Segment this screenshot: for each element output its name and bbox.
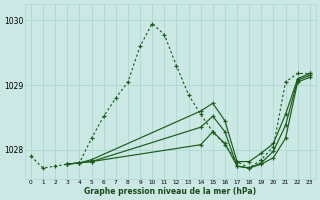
X-axis label: Graphe pression niveau de la mer (hPa): Graphe pression niveau de la mer (hPa) — [84, 187, 256, 196]
